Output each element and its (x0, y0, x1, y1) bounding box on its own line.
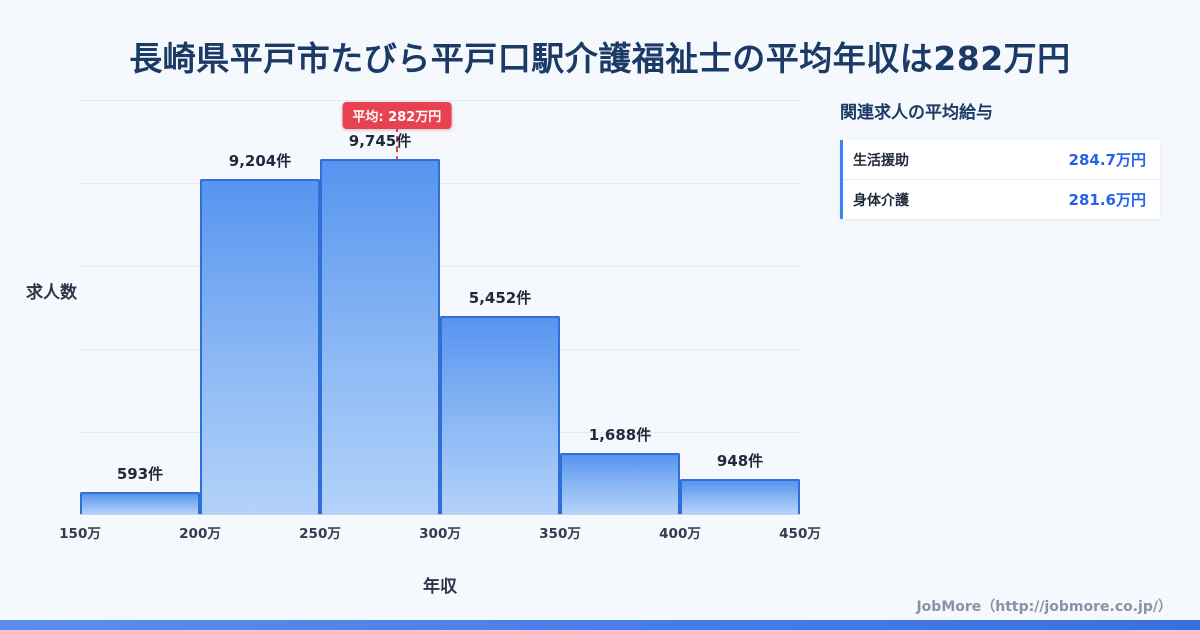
bar-value-label: 5,452件 (468, 289, 532, 307)
x-tick-label: 400万 (659, 526, 701, 542)
related-jobs-heading: 関連求人の平均給与 (840, 103, 993, 123)
plot-area: 平均: 282万円 593件 9,204件 9,745件 5,452件 1,688件 94… (80, 100, 800, 515)
histogram-bar (200, 179, 320, 514)
histogram-bar (560, 453, 680, 514)
histogram-bar (320, 159, 440, 514)
page-title: 長崎県平戸市たびら平戸口駅介護福祉士の平均年収は282万円 (129, 39, 1071, 78)
job-type-label: 生活援助 (853, 152, 909, 169)
related-job-row: 生活援助 284.7万円 (843, 140, 1160, 180)
x-tick-label: 150万 (59, 526, 101, 542)
gridline (80, 183, 800, 184)
job-salary-value: 281.6万円 (1068, 191, 1146, 209)
job-salary-value: 284.7万円 (1068, 151, 1146, 169)
gridline (80, 100, 800, 101)
x-tick-label: 450万 (779, 526, 821, 542)
related-job-row: 身体介護 281.6万円 (843, 180, 1160, 219)
histogram-bar (440, 316, 560, 514)
x-tick-label: 200万 (179, 526, 221, 542)
x-tick-label: 350万 (539, 526, 581, 542)
bar-value-label: 9,745件 (348, 132, 412, 150)
x-tick-label: 300万 (419, 526, 461, 542)
x-axis-ticks: 150万 200万 250万 300万 350万 400万 450万 (59, 522, 821, 544)
x-axis-label: 年収 (423, 577, 457, 597)
histogram-bar (680, 479, 800, 514)
average-badge: 平均: 282万円 (342, 102, 452, 129)
footer-accent-bar (0, 620, 1200, 630)
gridline (80, 266, 800, 267)
bar-value-label: 948件 (716, 452, 764, 470)
histogram-bar (80, 492, 200, 514)
bar-value-label: 1,688件 (588, 426, 652, 444)
y-axis-label: 求人数 (26, 283, 77, 303)
bar-value-label: 9,204件 (228, 152, 292, 170)
job-type-label: 身体介護 (853, 192, 909, 209)
footer-credit: JobMore（http://jobmore.co.jp/） (916, 599, 1172, 615)
bar-value-label: 593件 (116, 465, 164, 483)
related-jobs-card: 生活援助 284.7万円 身体介護 281.6万円 (840, 140, 1160, 219)
x-tick-label: 250万 (299, 526, 341, 542)
